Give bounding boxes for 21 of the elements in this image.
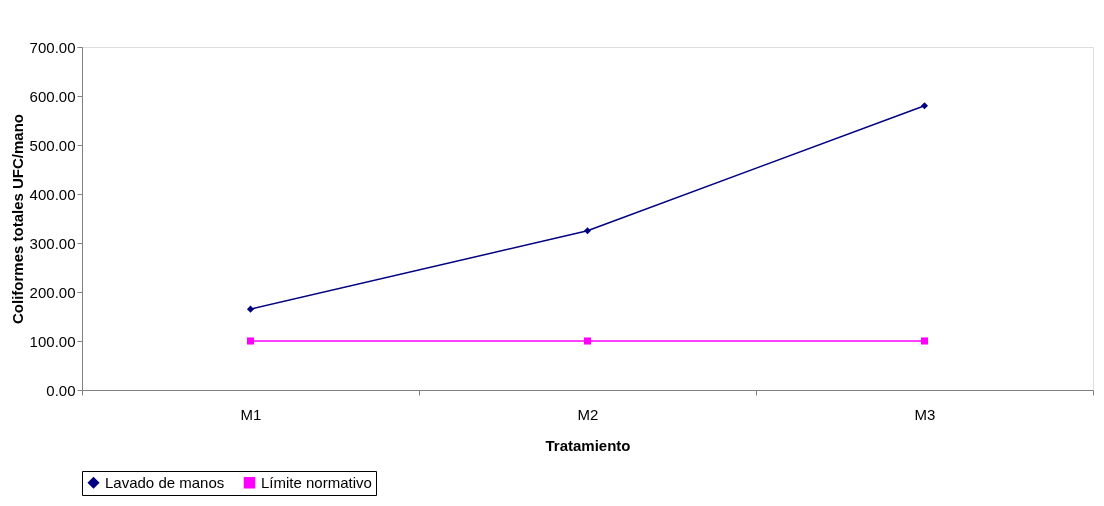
y-tick-label: 700.00 bbox=[29, 38, 76, 56]
point bbox=[246, 337, 255, 345]
legend-label: Lavado de manos bbox=[105, 473, 225, 491]
x-tick-label: M3 bbox=[914, 405, 936, 423]
x-tick-label: M1 bbox=[240, 405, 262, 423]
point bbox=[583, 337, 592, 345]
y-tick-label: 600.00 bbox=[29, 87, 76, 105]
legend-label: Límite normativo bbox=[261, 473, 372, 491]
point bbox=[246, 305, 255, 313]
point bbox=[583, 227, 592, 235]
y-tick-label: 300.00 bbox=[29, 234, 76, 252]
y-tick-label: 100.00 bbox=[29, 332, 76, 350]
point bbox=[920, 102, 929, 110]
y-tick-label: 0.00 bbox=[46, 381, 76, 399]
x-axis-title: Tratamiento bbox=[545, 436, 631, 454]
y-tick-label: 200.00 bbox=[29, 283, 76, 301]
x-tick-label: M2 bbox=[577, 405, 599, 423]
point bbox=[920, 337, 929, 345]
y-tick-label: 400.00 bbox=[29, 185, 76, 203]
y-axis-title: Coliformes totales UFC/mano bbox=[8, 113, 26, 325]
y-tick-label: 500.00 bbox=[29, 136, 76, 154]
